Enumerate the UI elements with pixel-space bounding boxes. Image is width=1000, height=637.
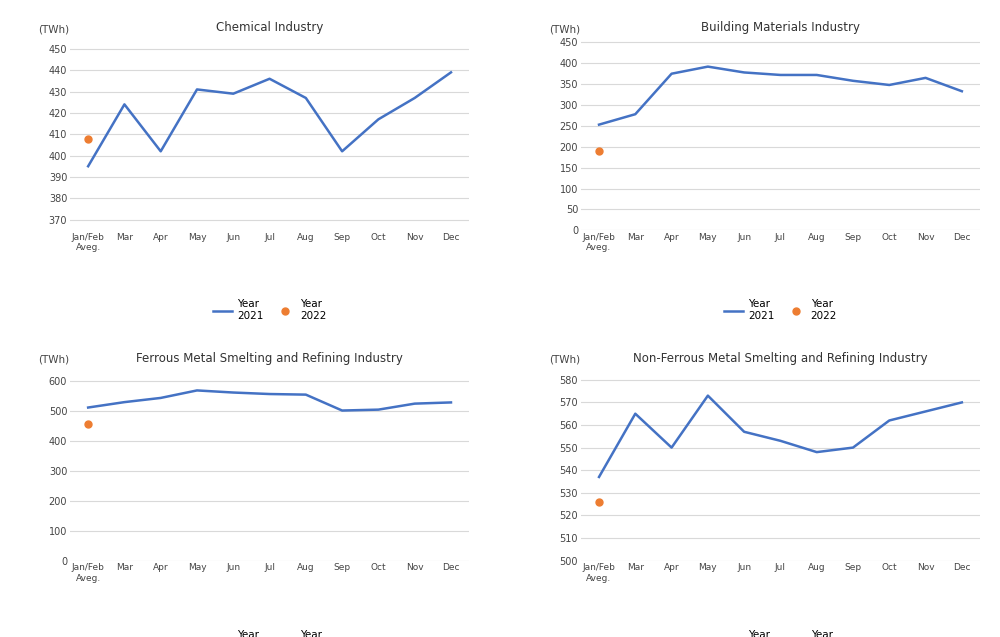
Text: (TWh): (TWh): [549, 355, 580, 364]
Title: Chemical Industry: Chemical Industry: [216, 21, 323, 34]
Text: (TWh): (TWh): [549, 24, 580, 34]
Legend: Year
2021, Year
2022: Year 2021, Year 2022: [213, 299, 326, 321]
Text: (TWh): (TWh): [38, 355, 69, 364]
Title: Ferrous Metal Smelting and Refining Industry: Ferrous Metal Smelting and Refining Indu…: [136, 352, 403, 364]
Title: Building Materials Industry: Building Materials Industry: [701, 21, 860, 34]
Legend: Year
2021, Year
2022: Year 2021, Year 2022: [213, 630, 326, 637]
Text: (TWh): (TWh): [38, 24, 69, 34]
Legend: Year
2021, Year
2022: Year 2021, Year 2022: [724, 630, 837, 637]
Title: Non-Ferrous Metal Smelting and Refining Industry: Non-Ferrous Metal Smelting and Refining …: [633, 352, 928, 364]
Legend: Year
2021, Year
2022: Year 2021, Year 2022: [724, 299, 837, 321]
